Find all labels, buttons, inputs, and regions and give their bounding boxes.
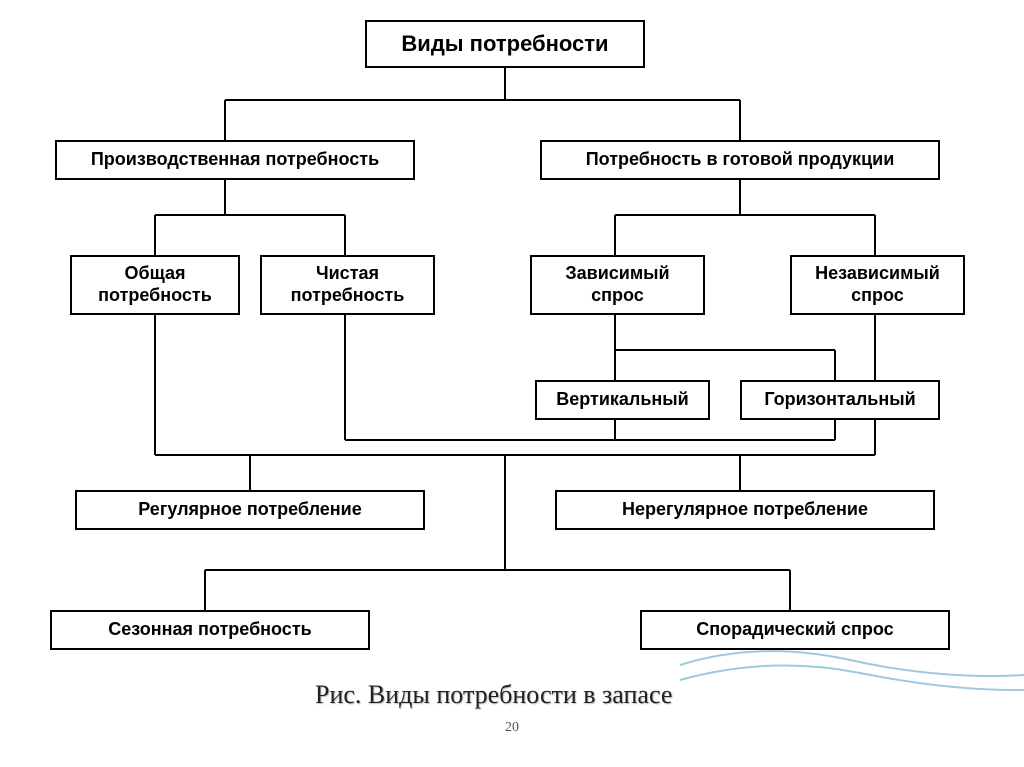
node-l2b-label: Потребность в готовой продукции [586, 149, 895, 171]
node-l3d: Независимый спрос [790, 255, 965, 315]
node-l6b: Спорадический спрос [640, 610, 950, 650]
node-l2a-label: Производственная потребность [91, 149, 379, 171]
node-l3d-label: Независимый спрос [800, 263, 955, 306]
node-l2b: Потребность в готовой продукции [540, 140, 940, 180]
node-l2a: Производственная потребность [55, 140, 415, 180]
figure-caption: Рис. Виды потребности в запасе [315, 680, 672, 710]
node-l3b-label: Чистая потребность [270, 263, 425, 306]
node-root-label: Виды потребности [401, 31, 608, 57]
node-l3b: Чистая потребность [260, 255, 435, 315]
node-l5b: Нерегулярное потребление [555, 490, 935, 530]
node-l5a: Регулярное потребление [75, 490, 425, 530]
node-l4a: Вертикальный [535, 380, 710, 420]
node-l4b: Горизонтальный [740, 380, 940, 420]
node-l4a-label: Вертикальный [556, 389, 688, 411]
node-l4b-label: Горизонтальный [764, 389, 915, 411]
node-l3a-label: Общая потребность [80, 263, 230, 306]
node-root: Виды потребности [365, 20, 645, 68]
node-l5b-label: Нерегулярное потребление [622, 499, 868, 521]
node-l6a: Сезонная потребность [50, 610, 370, 650]
node-l3c-label: Зависимый спрос [540, 263, 695, 306]
node-l6a-label: Сезонная потребность [108, 619, 311, 641]
node-l5a-label: Регулярное потребление [138, 499, 361, 521]
node-l3a: Общая потребность [70, 255, 240, 315]
node-l3c: Зависимый спрос [530, 255, 705, 315]
node-l6b-label: Спорадический спрос [696, 619, 893, 641]
page-number: 20 [505, 720, 519, 736]
